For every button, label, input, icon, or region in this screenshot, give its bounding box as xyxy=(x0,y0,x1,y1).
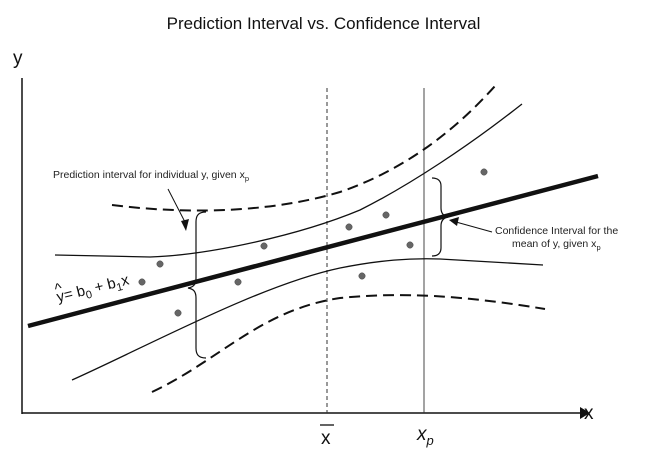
data-point xyxy=(156,260,164,268)
data-point xyxy=(480,168,488,176)
confidence-annotation-line2: mean of y, given xp xyxy=(512,238,601,252)
prediction-annotation-text: Prediction interval for individual y, gi… xyxy=(53,169,246,181)
prediction-upper-curve xyxy=(111,85,496,212)
data-point xyxy=(138,278,146,286)
equation-x: x xyxy=(119,271,131,289)
confidence-annotation-sub: p xyxy=(596,243,600,252)
data-point xyxy=(345,223,353,231)
confidence-annotation-text: mean of y, given x xyxy=(512,238,597,250)
data-point xyxy=(260,242,268,250)
xp-label: xp xyxy=(416,424,434,448)
prediction-brace xyxy=(187,211,207,359)
data-point xyxy=(406,241,414,249)
xbar-label: x xyxy=(321,428,331,449)
x-axis-label: x xyxy=(584,403,594,424)
confidence-upper-curve xyxy=(54,103,523,258)
prediction-arrowhead xyxy=(181,219,189,231)
data-point xyxy=(382,211,390,219)
regression-equation: ^ y= b0 + b1x xyxy=(53,271,132,308)
equation-sub0: 0 xyxy=(85,289,94,302)
prediction-annotation-sub: p xyxy=(245,174,249,183)
prediction-lower-curve xyxy=(151,294,546,393)
confidence-arrowhead xyxy=(449,217,459,226)
equation-sub1: 1 xyxy=(115,281,124,294)
confidence-annotation-line1: Confidence Interval for the xyxy=(495,225,618,237)
diagram-title: Prediction Interval vs. Confidence Inter… xyxy=(166,14,481,33)
equation-plus-b: + b xyxy=(89,275,118,298)
y-axis-label: y xyxy=(13,48,23,69)
equation-lhs: y xyxy=(55,287,67,305)
data-point xyxy=(358,272,366,280)
confidence-arrow-shaft xyxy=(455,221,493,233)
data-point xyxy=(174,309,182,317)
data-point xyxy=(234,278,242,286)
confidence-lower-curve xyxy=(71,258,544,381)
data-points xyxy=(138,168,488,317)
regression-line xyxy=(27,173,599,329)
xp-label-base: x xyxy=(416,424,428,445)
x-axis-arrowhead xyxy=(580,407,590,419)
equation-hat: ^ xyxy=(53,280,64,298)
prediction-arrow-shaft xyxy=(167,188,187,225)
confidence-brace xyxy=(431,177,449,257)
xp-label-sub: p xyxy=(426,433,434,448)
prediction-annotation: Prediction interval for individual y, gi… xyxy=(53,169,249,183)
equation-text: y= b0 + b1x xyxy=(55,271,132,308)
equation-eq-b: = b xyxy=(62,282,87,304)
